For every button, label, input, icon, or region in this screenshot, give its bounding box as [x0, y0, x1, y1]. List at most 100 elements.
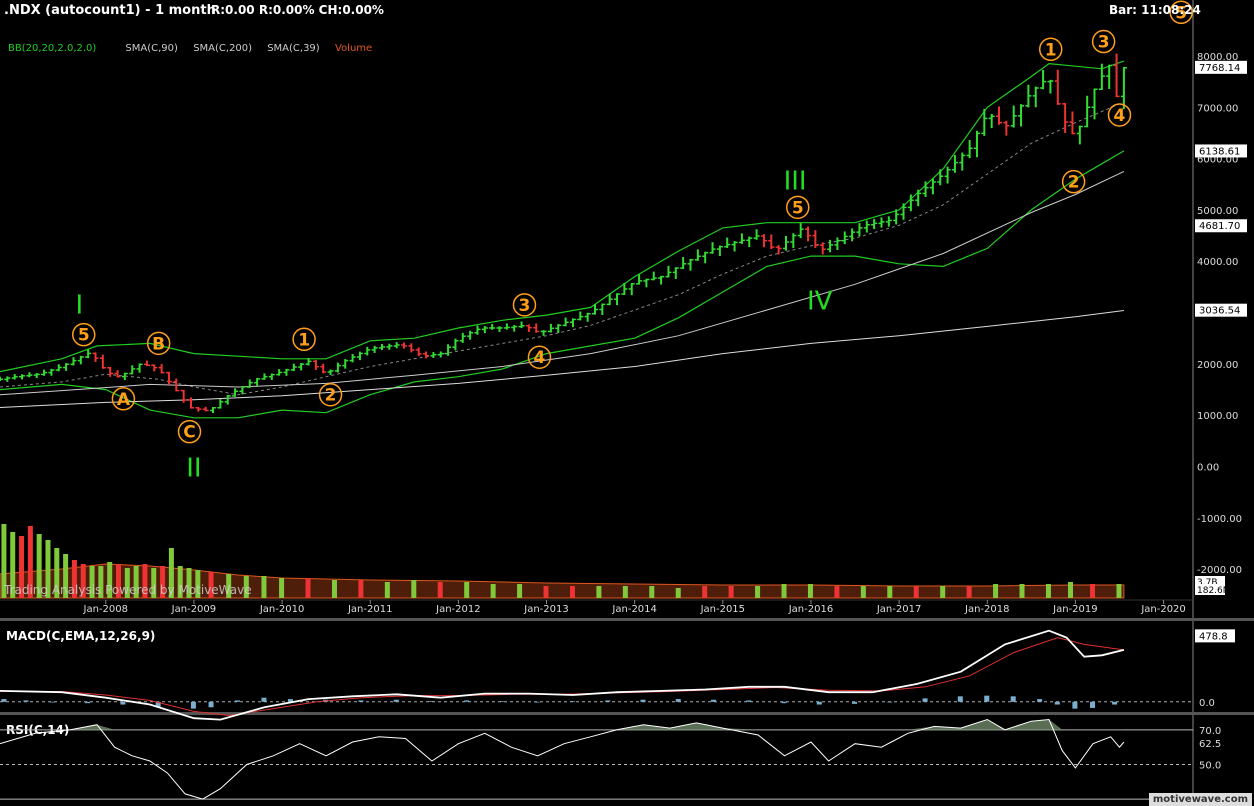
indicator-label[interactable]: BB(20,20,2.0,2.0)	[8, 43, 97, 54]
macd-histogram-bar	[1010, 696, 1016, 702]
price-marker-label: 4681.70	[1199, 221, 1240, 232]
volume-bar	[54, 548, 60, 598]
indicator-label[interactable]: SMA(C,39)	[267, 43, 320, 54]
wave-label-ring	[292, 327, 316, 352]
volume-bar	[728, 586, 734, 598]
volume-bar	[63, 554, 69, 598]
macd-histogram-bar	[922, 698, 928, 702]
y-tick-label: -1000.00	[1197, 514, 1242, 525]
macd-histogram-bar	[534, 701, 540, 703]
volume-bar	[490, 584, 496, 598]
x-tick-label: Jan-2016	[788, 604, 833, 615]
symbol-title: .NDX (autocount1) - 1 month	[4, 3, 216, 18]
wave-label-major: III	[784, 167, 807, 197]
wave-label-ring	[512, 293, 537, 317]
volume-bar	[89, 566, 95, 598]
x-tick-label: Jan-2013	[523, 604, 568, 615]
macd-histogram-bar	[428, 701, 434, 702]
volume-bar	[195, 570, 201, 598]
indicator-label[interactable]: Volume	[335, 43, 373, 54]
volume-bar	[702, 586, 708, 598]
macd-value-label: 478.8	[1199, 631, 1228, 642]
watermark: Trading Analysis Powered by MotiveWave	[4, 583, 252, 597]
macd-histogram-bar	[120, 701, 126, 705]
wave-label-ring	[1038, 37, 1063, 62]
volume-bar	[993, 584, 999, 598]
x-tick-label: Jan-2015	[700, 604, 745, 615]
wave-label-ring	[1107, 103, 1132, 127]
volume-bar	[966, 586, 972, 598]
volume-bar	[1116, 584, 1122, 598]
volume-bar	[781, 584, 787, 598]
macd-histogram-bar	[675, 699, 681, 702]
macd-histogram-bar	[1072, 701, 1078, 709]
panel-separator	[0, 712, 1254, 715]
volume-bars	[1, 524, 1122, 598]
volume-bar	[887, 586, 893, 598]
wave-label: 1	[1045, 40, 1057, 60]
volume-bar	[755, 586, 761, 598]
volume-bar	[27, 526, 33, 598]
wave-label-ring	[1091, 29, 1116, 54]
wave-label-major: IV	[807, 287, 833, 317]
wave-label-major: II	[186, 454, 201, 484]
sma200-line	[0, 310, 1124, 408]
indicator-label[interactable]: SMA(C,90)	[125, 43, 178, 54]
volume-bar	[940, 586, 946, 598]
volume-bar	[116, 564, 121, 598]
macd-tick-label: 0.0	[1199, 698, 1215, 709]
rsi-overbought-fill	[0, 719, 1124, 730]
volume-bar	[596, 586, 602, 598]
volume-bar	[331, 580, 337, 598]
indicator-label[interactable]: SMA(C,200)	[193, 43, 253, 54]
x-tick-label: Jan-2011	[347, 604, 392, 615]
macd-histogram-bar	[235, 700, 240, 702]
x-tick-label: Jan-2010	[259, 604, 304, 615]
y-tick-label: 0.00	[1197, 463, 1219, 474]
volume-bar	[71, 560, 77, 598]
volume-bar	[151, 568, 157, 598]
volume-bar	[243, 576, 249, 598]
volume-marker-box	[1195, 576, 1225, 587]
macd-histogram-bar	[1112, 701, 1118, 705]
volume-bar	[305, 578, 311, 598]
macd-histogram-bar	[208, 701, 214, 708]
rsi-panel: RSI(C,14)70.062.550.030.0	[0, 718, 1221, 806]
wave-label: 5	[1175, 3, 1187, 23]
y-tick-label: -2000.00	[1197, 565, 1242, 576]
macd-histogram-bar	[23, 700, 29, 702]
wave-label: 2	[1068, 173, 1080, 193]
volume-bar	[807, 584, 813, 598]
wave-label-ring	[318, 382, 343, 407]
macd-histogram-bar	[984, 695, 990, 702]
volume-bar	[834, 586, 840, 598]
macd-histogram-bar	[85, 701, 91, 704]
wave-label: 1	[298, 330, 310, 350]
y-axis-labels: 8000.007000.006000.005000.004000.003000.…	[1195, 52, 1247, 596]
macd-histogram-bar	[464, 700, 470, 702]
x-tick-label: Jan-2018	[964, 604, 1009, 615]
bar-time: Bar: 11:08:24	[1109, 3, 1201, 17]
y-tick-label: 5000.00	[1197, 206, 1238, 217]
volume-bar	[649, 586, 655, 598]
macd-histogram-bar	[816, 701, 822, 705]
volume-marker-box	[1195, 584, 1225, 595]
bb-upper-line	[0, 60, 1125, 373]
price-marker-box	[1195, 303, 1247, 317]
macd-histogram-bar	[852, 701, 858, 704]
volume-bar	[177, 566, 183, 598]
y-tick-label: 7000.00	[1197, 103, 1238, 114]
x-tick-label: Jan-2020	[1140, 604, 1185, 615]
bb-lines	[0, 60, 1125, 419]
site-badge[interactable]: motivewave.com	[1148, 793, 1252, 806]
volume-bar	[279, 578, 285, 598]
macd-histogram-bar	[569, 701, 575, 702]
volume-bar	[517, 584, 523, 598]
volume-bar	[168, 548, 174, 598]
wave-label: A	[117, 390, 131, 410]
y-tick-label: 8000.00	[1197, 52, 1238, 63]
rsi-tick-label: 62.5	[1199, 739, 1221, 750]
